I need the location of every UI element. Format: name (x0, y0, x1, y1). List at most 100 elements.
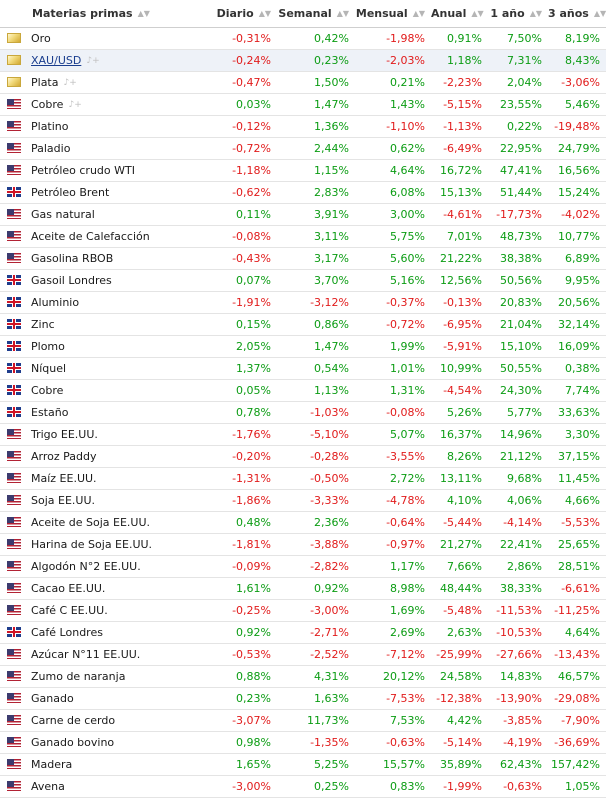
commodity-name-link[interactable]: Cobre (31, 384, 64, 397)
table-row[interactable]: Maíz EE.UU. -1,31% -0,50% 2,72% 13,11% 9,68% 1… (0, 467, 606, 490)
table-row[interactable]: Carne de cerdo -3,07% 11,73% 7,53% 4,42% -3,8… (0, 709, 606, 732)
commodity-name-link[interactable]: Aceite de Calefacción (31, 230, 150, 243)
change-semanal-cell: -3,12% (277, 291, 355, 314)
header-semanal[interactable]: Semanal ▲▼ (277, 0, 355, 28)
commodity-name-link[interactable]: Café C EE.UU. (31, 604, 108, 617)
commodity-name-link[interactable]: Plomo (31, 340, 65, 353)
sort-icon[interactable]: ▲▼ (258, 9, 271, 18)
sort-icon[interactable]: ▲▼ (529, 9, 542, 18)
commodity-name-link[interactable]: Platino (31, 120, 69, 133)
commodity-name-link[interactable]: Petróleo Brent (31, 186, 110, 199)
commodity-name-link[interactable]: Madera (31, 758, 73, 771)
sort-icon[interactable]: ▲▼ (412, 9, 425, 18)
commodity-name-link[interactable]: Avena (31, 780, 65, 793)
table-row[interactable]: Trigo EE.UU. -1,76% -5,10% 5,07% 16,37% 14,96… (0, 423, 606, 446)
table-row[interactable]: XAU/USD ♪+ -0,24% 0,23% -2,03% 1,18% 7,31% 8,43… (0, 49, 606, 72)
commodity-name-link[interactable]: Ganado bovino (31, 736, 115, 749)
sort-icon[interactable]: ▲▼ (593, 9, 607, 18)
commodity-name-link[interactable]: Ganado (31, 692, 74, 705)
table-row[interactable]: Cobre 0,05% 1,13% 1,31% -4,54% 24,30% 7,74% (0, 379, 606, 402)
change-diario-cell: -1,76% (214, 423, 277, 446)
table-row[interactable]: Aceite de Calefacción -0,08% 3,11% 5,75% 7,0… (0, 225, 606, 248)
sort-icon[interactable]: ▲▼ (471, 9, 484, 18)
change-diario-cell: -3,00% (214, 775, 277, 798)
change-diario-cell: 0,11% (214, 203, 277, 226)
table-row[interactable]: Harina de Soja EE.UU. -1,81% -3,88% -0,97% 2… (0, 533, 606, 556)
table-row[interactable]: Aceite de Soja EE.UU. 0,48% 2,36% -0,64% -5,… (0, 511, 606, 534)
commodity-name-link[interactable]: Oro (31, 32, 51, 45)
alert-bell-icon[interactable]: ♪+ (63, 78, 77, 88)
change-mensual-cell: -1,98% (355, 27, 431, 50)
commodity-name-link[interactable]: Cacao EE.UU. (31, 582, 106, 595)
alert-bell-icon[interactable]: ♪+ (68, 100, 82, 110)
commodity-name-link[interactable]: Gas natural (31, 208, 95, 221)
change-3-anos-cell: 8,43% (548, 49, 606, 72)
table-row[interactable]: Soja EE.UU. -1,86% -3,33% -4,78% 4,10% 4,06% 4… (0, 489, 606, 512)
table-row[interactable]: Cobre ♪+ 0,03% 1,47% 1,43% -5,15% 23,55% 5,46% (0, 93, 606, 116)
commodity-name-link[interactable]: Níquel (31, 362, 67, 375)
table-row[interactable]: Estaño 0,78% -1,03% -0,08% 5,26% 5,77% 33,63% (0, 401, 606, 424)
table-row[interactable]: Aluminio -1,91% -3,12% -0,37% -0,13% 20,83% 20… (0, 291, 606, 314)
change-1-ano-cell: 20,83% (488, 291, 548, 314)
commodity-name-link[interactable]: XAU/USD (31, 54, 82, 67)
table-row[interactable]: Plata ♪+ -0,47% 1,50% 0,21% -2,23% 2,04% -3,06% (0, 71, 606, 94)
table-row[interactable]: Platino -0,12% 1,36% -1,10% -1,13% 0,22% -19,4… (0, 115, 606, 138)
header-mensual[interactable]: Mensual ▲▼ (355, 0, 431, 28)
commodity-name-link[interactable]: Gasolina RBOB (31, 252, 114, 265)
commodity-name-link[interactable]: Petróleo crudo WTI (31, 164, 135, 177)
table-row[interactable]: Avena -3,00% 0,25% 0,83% -1,99% -0,63% 1,05% (0, 775, 606, 798)
commodity-name-link[interactable]: Gasoil Londres (31, 274, 112, 287)
commodity-name-link[interactable]: Zinc (31, 318, 55, 331)
table-row[interactable]: Oro -0,31% 0,42% -1,98% 0,91% 7,50% 8,19% (0, 27, 606, 50)
table-row[interactable]: Arroz Paddy -0,20% -0,28% -3,55% 8,26% 21,12%… (0, 445, 606, 468)
table-row[interactable]: Gas natural 0,11% 3,91% 3,00% -4,61% -17,73% -… (0, 203, 606, 226)
change-mensual-cell: 0,21% (355, 71, 431, 94)
table-row[interactable]: Cacao EE.UU. 1,61% 0,92% 8,98% 48,44% 38,33% -… (0, 577, 606, 600)
table-row[interactable]: Plomo 2,05% 1,47% 1,99% -5,91% 15,10% 16,09% (0, 335, 606, 358)
table-row[interactable]: Ganado 0,23% 1,63% -7,53% -12,38% -13,90% -29,… (0, 687, 606, 710)
commodity-name-link[interactable]: Zumo de naranja (31, 670, 126, 683)
commodity-name-link[interactable]: Harina de Soja EE.UU. (31, 538, 153, 551)
change-1-ano-cell: 50,56% (488, 269, 548, 292)
header-materias-primas[interactable]: Materias primas ▲▼ (0, 0, 214, 28)
commodity-name-link[interactable]: Plata (31, 76, 59, 89)
sort-icon[interactable]: ▲▼ (336, 9, 349, 18)
alert-bell-icon[interactable]: ♪+ (86, 56, 100, 66)
table-row[interactable]: Petróleo Brent -0,62% 2,83% 6,08% 15,13% 51,4… (0, 181, 606, 204)
commodity-name-link[interactable]: Algodón N°2 EE.UU. (31, 560, 141, 573)
commodity-name-link[interactable]: Aceite de Soja EE.UU. (31, 516, 151, 529)
header-diario[interactable]: Diario ▲▼ (214, 0, 277, 28)
table-row[interactable]: Algodón N°2 EE.UU. -0,09% -2,82% 1,17% 7,66%… (0, 555, 606, 578)
commodity-name-link[interactable]: Azúcar N°11 EE.UU. (31, 648, 141, 661)
change-1-ano-cell: 22,41% (488, 533, 548, 556)
commodity-name-link[interactable]: Carne de cerdo (31, 714, 116, 727)
table-row[interactable]: Ganado bovino 0,98% -1,35% -0,63% -5,14% -4,1… (0, 731, 606, 754)
commodity-name-cell: Platino (0, 115, 214, 138)
table-row[interactable]: Gasolina RBOB -0,43% 3,17% 5,60% 21,22% 38,38… (0, 247, 606, 270)
header-1-ano[interactable]: 1 año ▲▼ (488, 0, 548, 28)
table-row[interactable]: Gasoil Londres 0,07% 3,70% 5,16% 12,56% 50,56… (0, 269, 606, 292)
table-row[interactable]: Madera 1,65% 5,25% 15,57% 35,89% 62,43% 157,42… (0, 753, 606, 776)
commodity-name-link[interactable]: Maíz EE.UU. (31, 472, 97, 485)
header-anual[interactable]: Anual ▲▼ (431, 0, 488, 28)
header-3-anos[interactable]: 3 años ▲▼ (548, 0, 606, 28)
table-row[interactable]: Petróleo crudo WTI -1,18% 1,15% 4,64% 16,72%… (0, 159, 606, 182)
table-row[interactable]: Níquel 1,37% 0,54% 1,01% 10,99% 50,55% 0,38% (0, 357, 606, 380)
table-row[interactable]: Café Londres 0,92% -2,71% 2,69% 2,63% -10,53%… (0, 621, 606, 644)
commodity-name-link[interactable]: Cobre (31, 98, 64, 111)
sort-icon[interactable]: ▲▼ (137, 9, 150, 18)
change-semanal-cell: 5,25% (277, 753, 355, 776)
table-row[interactable]: Zinc 0,15% 0,86% -0,72% -6,95% 21,04% 32,14% (0, 313, 606, 336)
table-row[interactable]: Azúcar N°11 EE.UU. -0,53% -2,52% -7,12% -25,… (0, 643, 606, 666)
commodity-name-link[interactable]: Arroz Paddy (31, 450, 97, 463)
table-row[interactable]: Café C EE.UU. -0,25% -3,00% 1,69% -5,48% -11,… (0, 599, 606, 622)
commodity-name-cell: Aceite de Calefacción (0, 225, 214, 248)
table-row[interactable]: Zumo de naranja 0,88% 4,31% 20,12% 24,58% 14,… (0, 665, 606, 688)
commodity-name-link[interactable]: Estaño (31, 406, 69, 419)
commodity-name-link[interactable]: Café Londres (31, 626, 103, 639)
commodity-name-link[interactable]: Paladio (31, 142, 71, 155)
table-row[interactable]: Paladio -0,72% 2,44% 0,62% -6,49% 22,95% 24,79… (0, 137, 606, 160)
commodity-name-link[interactable]: Trigo EE.UU. (31, 428, 98, 441)
commodity-name-link[interactable]: Aluminio (31, 296, 80, 309)
commodity-name-link[interactable]: Soja EE.UU. (31, 494, 96, 507)
